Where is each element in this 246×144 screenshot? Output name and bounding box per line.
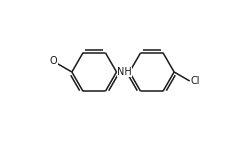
Text: O: O [50, 56, 57, 66]
Text: NH: NH [117, 67, 132, 77]
Text: Cl: Cl [190, 76, 200, 86]
